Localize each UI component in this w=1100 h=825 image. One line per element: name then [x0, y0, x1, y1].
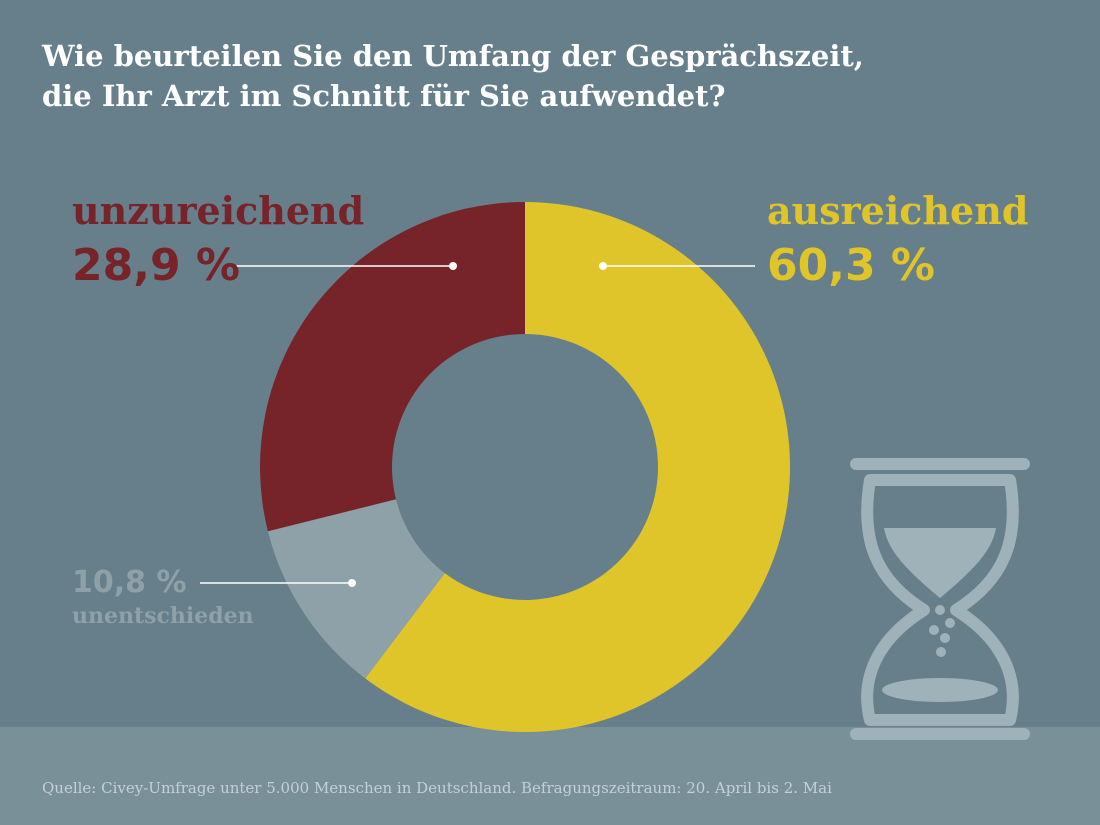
label-unentschieden: unentschieden [72, 603, 254, 629]
donut-slices [259, 202, 790, 733]
donut-slice-ausreichend [365, 202, 790, 733]
chart-title-line-2: die Ihr Arzt im Schnitt für Sie aufwende… [42, 79, 726, 113]
donut-slice-unzureichend [259, 202, 525, 532]
leader-ausreichend-dot [599, 262, 607, 270]
leader-lines [200, 262, 755, 587]
leader-unentschieden-dot [348, 579, 356, 587]
leader-unzureichend-dot [449, 262, 457, 270]
chart-title: Wie beurteilen Sie den Umfang der Gesprä… [42, 36, 1042, 116]
source-note: Quelle: Civey-Umfrage unter 5.000 Mensch… [42, 779, 832, 797]
chart-title-line-1: Wie beurteilen Sie den Umfang der Gesprä… [42, 39, 864, 73]
value-ausreichend: 60,3 % [767, 240, 935, 291]
value-unzureichend: 28,9 % [72, 240, 240, 291]
donut-slice-unentschieden [267, 499, 445, 679]
value-unentschieden: 10,8 % [72, 565, 187, 600]
footer-band [0, 727, 1100, 825]
label-ausreichend: ausreichend [767, 188, 1029, 233]
hourglass-icon [850, 458, 1030, 740]
label-unzureichend: unzureichend [72, 188, 365, 233]
